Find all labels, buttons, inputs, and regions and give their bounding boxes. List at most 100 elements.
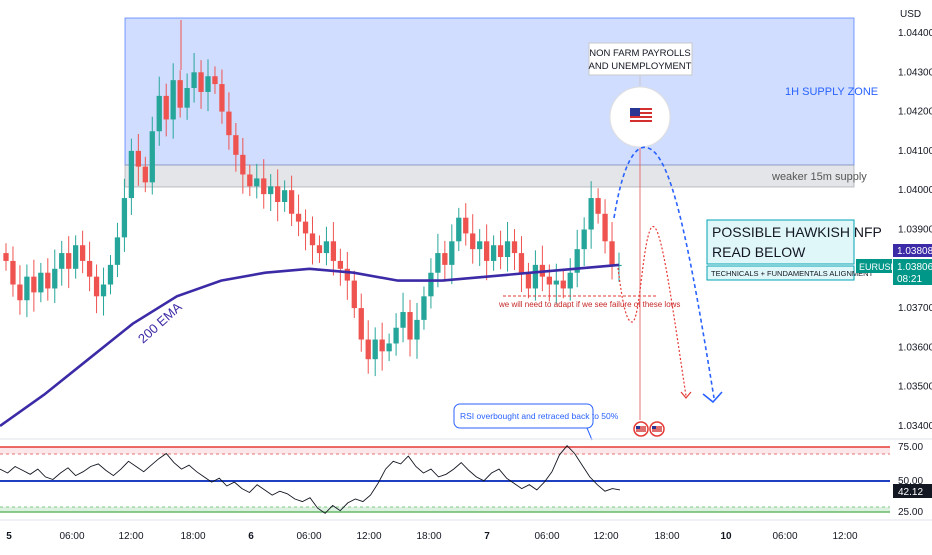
candle[interactable] bbox=[323, 226, 330, 266]
symbol-badge[interactable] bbox=[856, 259, 892, 273]
candle[interactable] bbox=[261, 159, 267, 209]
candle[interactable] bbox=[10, 246, 16, 297]
supply-zone-1h[interactable] bbox=[124, 17, 855, 166]
candle[interactable] bbox=[31, 259, 37, 312]
candle[interactable] bbox=[191, 53, 197, 103]
candle[interactable] bbox=[240, 137, 246, 194]
candle[interactable] bbox=[100, 267, 107, 316]
candle[interactable] bbox=[442, 240, 448, 282]
candle[interactable] bbox=[205, 59, 211, 112]
candle[interactable] bbox=[337, 248, 344, 286]
candle[interactable] bbox=[456, 207, 462, 252]
candle[interactable] bbox=[316, 235, 323, 263]
candle[interactable] bbox=[358, 293, 364, 352]
candle[interactable] bbox=[379, 322, 385, 371]
candle[interactable] bbox=[477, 229, 483, 267]
candle[interactable] bbox=[17, 265, 23, 315]
candle[interactable] bbox=[435, 233, 441, 288]
candle[interactable] bbox=[212, 66, 218, 94]
candle[interactable] bbox=[609, 222, 615, 280]
rsi-axis[interactable]: 75.00 50.00 25.00 bbox=[898, 442, 923, 518]
candle[interactable] bbox=[295, 194, 302, 237]
candle[interactable] bbox=[184, 73, 190, 120]
candle[interactable] bbox=[302, 209, 309, 251]
candle[interactable] bbox=[107, 255, 114, 295]
candle[interactable] bbox=[449, 224, 455, 285]
candle[interactable] bbox=[470, 214, 476, 264]
candle[interactable] bbox=[525, 262, 532, 299]
candle[interactable] bbox=[504, 222, 511, 272]
event-marker-icons[interactable] bbox=[633, 421, 665, 437]
candle[interactable] bbox=[344, 251, 350, 300]
candle[interactable] bbox=[254, 163, 260, 199]
candle[interactable] bbox=[581, 217, 587, 267]
candle[interactable] bbox=[288, 175, 295, 226]
candle[interactable] bbox=[86, 241, 93, 292]
candle[interactable] bbox=[38, 262, 44, 303]
candle[interactable] bbox=[539, 245, 546, 292]
candle[interactable] bbox=[511, 229, 518, 270]
candle[interactable] bbox=[268, 174, 274, 212]
candle[interactable] bbox=[3, 243, 9, 271]
candle[interactable] bbox=[372, 327, 378, 377]
candle[interactable] bbox=[560, 270, 566, 299]
candle[interactable] bbox=[602, 199, 608, 254]
candle[interactable] bbox=[407, 299, 413, 357]
candle[interactable] bbox=[142, 156, 148, 193]
candle[interactable] bbox=[52, 249, 58, 303]
candle[interactable] bbox=[247, 164, 253, 197]
candle[interactable] bbox=[275, 169, 281, 222]
candle[interactable] bbox=[400, 292, 406, 343]
candle[interactable] bbox=[79, 230, 86, 274]
candle[interactable] bbox=[59, 240, 65, 286]
candle[interactable] bbox=[484, 224, 490, 281]
time-axis[interactable]: 5 06:00 12:00 18:00 6 06:00 12:00 18:00 7 06:00 12… bbox=[6, 531, 858, 542]
candle[interactable] bbox=[532, 250, 539, 301]
candle[interactable] bbox=[414, 302, 420, 359]
candle[interactable] bbox=[226, 92, 232, 150]
candle[interactable] bbox=[421, 286, 427, 330]
candle[interactable] bbox=[386, 333, 392, 362]
candle[interactable] bbox=[156, 76, 162, 146]
candle[interactable] bbox=[163, 83, 169, 137]
candle[interactable] bbox=[177, 70, 183, 118]
price-tick-label: 1.03900 bbox=[898, 225, 932, 236]
candle[interactable] bbox=[428, 258, 434, 309]
candle[interactable] bbox=[490, 235, 497, 271]
candle[interactable] bbox=[219, 69, 225, 124]
candle[interactable] bbox=[497, 230, 504, 270]
candle[interactable] bbox=[309, 216, 316, 265]
candle[interactable] bbox=[121, 178, 128, 252]
candle[interactable] bbox=[365, 320, 371, 374]
candle[interactable] bbox=[588, 181, 594, 249]
candle[interactable] bbox=[128, 138, 135, 215]
candle[interactable] bbox=[93, 264, 100, 314]
candle[interactable] bbox=[198, 60, 204, 109]
candle[interactable] bbox=[595, 188, 601, 224]
candle[interactable] bbox=[393, 313, 399, 356]
ema-200-line[interactable] bbox=[0, 263, 620, 428]
candle[interactable] bbox=[233, 122, 239, 172]
supply-zone-15m[interactable] bbox=[124, 164, 855, 188]
rsi-line[interactable] bbox=[0, 445, 621, 514]
time-tick-label: 7 bbox=[484, 531, 490, 542]
candle[interactable] bbox=[45, 258, 51, 301]
candle[interactable] bbox=[114, 222, 121, 278]
candle[interactable] bbox=[518, 236, 525, 292]
candle[interactable] bbox=[574, 229, 580, 288]
candle[interactable] bbox=[567, 258, 573, 301]
candle[interactable] bbox=[170, 63, 176, 139]
candle[interactable] bbox=[66, 236, 72, 289]
candle[interactable] bbox=[351, 270, 357, 318]
price-axis[interactable]: 1.04400 1.04300 1.04200 1.04100 1.04000 1.039… bbox=[898, 28, 932, 432]
rsi-note-pointer bbox=[586, 427, 593, 441]
candle[interactable] bbox=[281, 180, 288, 212]
candle[interactable] bbox=[73, 235, 79, 279]
candle[interactable] bbox=[330, 222, 337, 276]
candle[interactable] bbox=[149, 116, 155, 195]
candle[interactable] bbox=[135, 134, 141, 186]
candle[interactable] bbox=[24, 264, 30, 318]
candle[interactable] bbox=[463, 203, 469, 246]
